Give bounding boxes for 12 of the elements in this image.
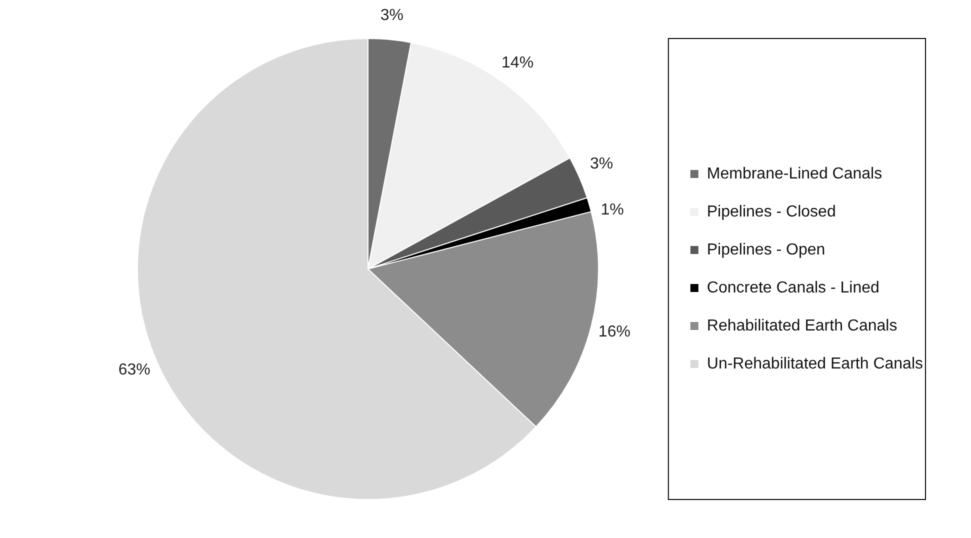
legend-label: Pipelines - Closed (706, 203, 836, 220)
legend-label: Concrete Canals - Lined (706, 279, 880, 296)
legend-label: Un-Rehabilitated Earth Canals (706, 355, 924, 372)
legend-label: Pipelines - Open (706, 241, 826, 258)
data-label: 63% (118, 361, 150, 378)
data-label: 14% (502, 54, 534, 72)
data-label: 3% (590, 155, 614, 172)
data-label: 3% (380, 7, 404, 24)
data-label: 1% (600, 201, 624, 218)
legend-label: Rehabilitated Earth Canals (706, 317, 898, 334)
data-label: 16% (598, 324, 630, 341)
legend-label: Membrane-Lined Canals (706, 165, 882, 182)
